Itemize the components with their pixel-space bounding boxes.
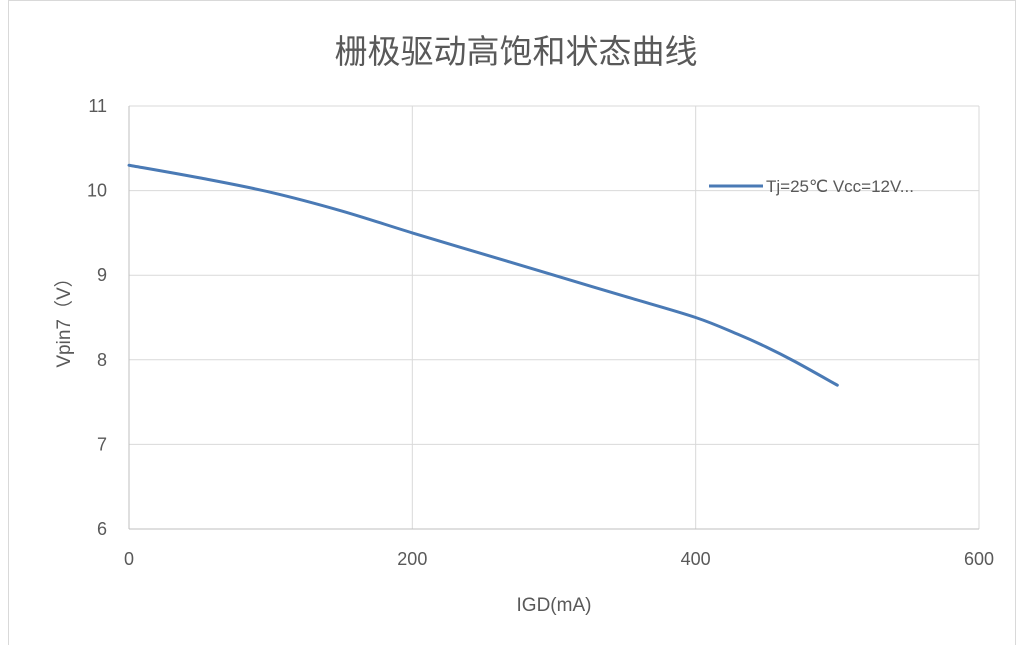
series-lines	[127, 163, 839, 387]
x-tick-label: 400	[681, 549, 711, 569]
y-tick-label: 10	[87, 181, 107, 201]
legend-label: Tj=25℃ Vcc=12V...	[766, 177, 914, 196]
grid	[129, 105, 980, 529]
axes	[128, 106, 979, 530]
x-tick-label: 600	[964, 549, 994, 569]
y-tick-label: 6	[97, 519, 107, 539]
legend: Tj=25℃ Vcc=12V...	[709, 177, 914, 196]
y-axis-title: Vpin7（V）	[53, 268, 75, 367]
y-tick-label: 7	[97, 434, 107, 454]
x-axis-title: IGD(mA)	[517, 595, 592, 616]
x-tick-label: 200	[397, 549, 427, 569]
chart-frame	[8, 0, 1016, 645]
x-tick-label: 0	[124, 549, 134, 569]
series-line	[127, 163, 839, 387]
y-tick-label: 11	[88, 96, 107, 116]
y-tick-label: 8	[97, 350, 107, 370]
tick-labels: 6 7 8 9 10 11 0 200 400 600	[87, 96, 994, 569]
y-tick-label: 9	[97, 265, 107, 285]
chart-title: 栅极驱动高饱和状态曲线	[335, 32, 698, 71]
